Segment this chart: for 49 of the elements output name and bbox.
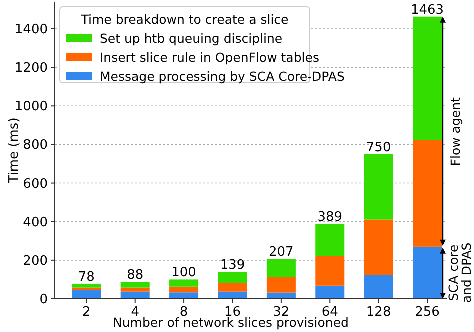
bar [120,282,150,288]
bar [364,154,394,220]
bar [72,290,102,299]
y-tick-label: 600 [23,176,48,192]
bar [364,275,394,299]
legend-label: Insert slice rule in OpenFlow tables [100,50,320,65]
total-label: 100 [172,266,196,281]
bar [266,259,296,278]
bar [170,292,199,299]
bar [413,246,442,299]
bar [218,283,248,292]
bar [120,292,150,299]
total-label: 750 [366,140,392,156]
bar [120,288,150,292]
legend-label: Message processing by SCA Core-DPAS [100,69,345,84]
bar [218,292,248,299]
total-label: 1463 [410,2,444,18]
bar [316,224,345,256]
legend-label: Set up htb queuing discipline [100,31,283,46]
y-tick-label: 1000 [14,100,48,115]
bar [266,277,296,293]
bar [316,286,345,299]
bar [316,256,345,286]
x-tick-label: 2 [82,305,91,320]
total-label: 88 [127,268,144,284]
total-label: 207 [269,245,294,260]
y-tick-label: 0 [40,292,48,308]
y-tick-label: 400 [23,215,48,230]
annotation: SCA core and DPAS [446,242,474,304]
text: Flow agent [448,97,463,166]
bar [170,286,199,293]
bar [72,284,102,288]
bar [413,140,442,247]
total-label: 78 [78,270,95,285]
y-tick-label: 1200 [14,61,48,76]
y-tick-label: 1400 [14,22,48,38]
legend-title: Time breakdown to create a slice [80,12,290,27]
y-tick-label: 200 [23,254,48,269]
bar [72,288,102,291]
y-tick-label: 800 [23,138,48,154]
total-label: 389 [318,210,343,225]
x-tick-label: 256 [415,305,440,320]
y-axis-title: Time (ms) [7,118,22,184]
bar [364,220,394,276]
x-tick-label: 128 [366,305,392,320]
bar [218,272,248,284]
total-label: 139 [220,258,246,274]
bar [170,280,199,287]
bar [413,16,442,140]
